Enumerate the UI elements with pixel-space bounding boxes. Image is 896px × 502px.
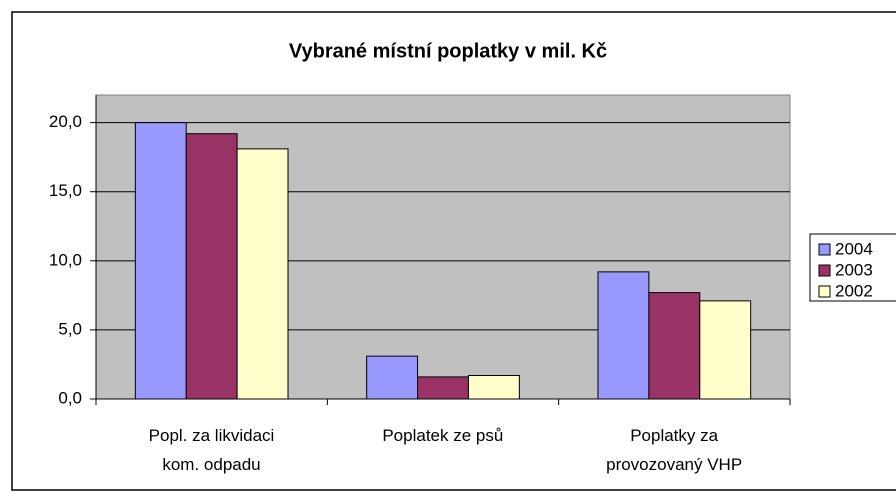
legend-swatch: [818, 243, 831, 256]
x-tick-label: Poplatek ze psů: [382, 426, 504, 445]
legend-swatch: [818, 285, 831, 298]
bar: [467, 375, 520, 400]
y-tick-label: 20,0: [49, 112, 82, 131]
bar: [699, 300, 752, 400]
legend-swatch: [818, 264, 831, 277]
chart-title: Vybrané místní poplatky v mil. Kč: [289, 40, 607, 62]
y-tick-label: 5,0: [58, 319, 82, 338]
legend-label: 2003: [835, 260, 873, 279]
bar: [185, 133, 238, 400]
legend-label: 2004: [835, 239, 873, 258]
bar: [236, 148, 289, 400]
bar: [648, 292, 701, 400]
bar: [417, 376, 469, 400]
legend-label: 2002: [835, 281, 873, 300]
bar: [134, 122, 187, 400]
y-tick-label: 10,0: [49, 250, 82, 269]
bar: [597, 271, 650, 400]
y-tick-label: 0,0: [58, 388, 82, 407]
x-tick-label: Poplatky za provozovaný VHP: [606, 426, 743, 474]
x-tick-label: Popl. za likvidaci kom. odpadu: [148, 426, 275, 474]
bar: [366, 355, 419, 400]
y-tick-label: 15,0: [49, 181, 82, 200]
